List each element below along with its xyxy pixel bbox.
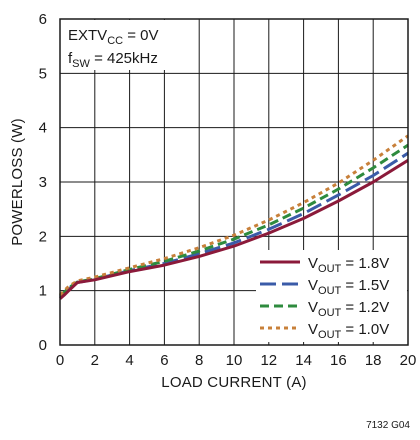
annotation-text: EXTVCC = 0V xyxy=(68,27,159,47)
x-tick-label: 6 xyxy=(160,352,168,369)
x-tick-label: 18 xyxy=(365,352,382,369)
series-line-0 xyxy=(59,159,409,300)
y-tick-label: 0 xyxy=(39,337,47,354)
chart-series xyxy=(58,134,409,300)
y-tick-label: 3 xyxy=(39,174,47,191)
x-tick-label: 2 xyxy=(91,352,99,369)
y-tick-label: 2 xyxy=(39,228,47,245)
annotation-box xyxy=(61,20,179,70)
y-tick-label: 4 xyxy=(39,120,47,137)
y-tick-label: 6 xyxy=(39,11,47,28)
x-tick-label: 0 xyxy=(56,352,64,369)
y-axis-label: POWERLOSS (W) xyxy=(9,118,26,246)
legend-label-1: VOUT = 1.5V xyxy=(308,277,389,297)
legend-label-2: VOUT = 1.2V xyxy=(308,299,389,319)
chart-annotations: EXTVCC = 0V fSW = 425kHz xyxy=(61,20,179,70)
y-tick-label: 1 xyxy=(39,283,47,300)
x-axis-label: LOAD CURRENT (A) xyxy=(161,374,306,391)
x-tick-label: 4 xyxy=(125,352,133,369)
annotation-text: fSW = 425kHz xyxy=(68,50,158,70)
x-tick-label: 16 xyxy=(330,352,347,369)
series-line-2 xyxy=(59,143,409,298)
y-tick-label: 5 xyxy=(39,65,47,82)
x-tick-label: 8 xyxy=(195,352,203,369)
x-tick-label: 12 xyxy=(260,352,277,369)
legend-background xyxy=(256,250,407,342)
legend-label-3: VOUT = 1.0V xyxy=(308,321,389,341)
legend-label-0: VOUT = 1.8V xyxy=(308,255,389,275)
x-tick-label: 20 xyxy=(400,352,417,369)
x-tick-label: 10 xyxy=(226,352,243,369)
x-tick-label: 14 xyxy=(295,352,312,369)
figure-code: 7132 G04 xyxy=(366,420,410,431)
series-line-3 xyxy=(58,134,409,297)
plot-frame xyxy=(59,18,409,346)
